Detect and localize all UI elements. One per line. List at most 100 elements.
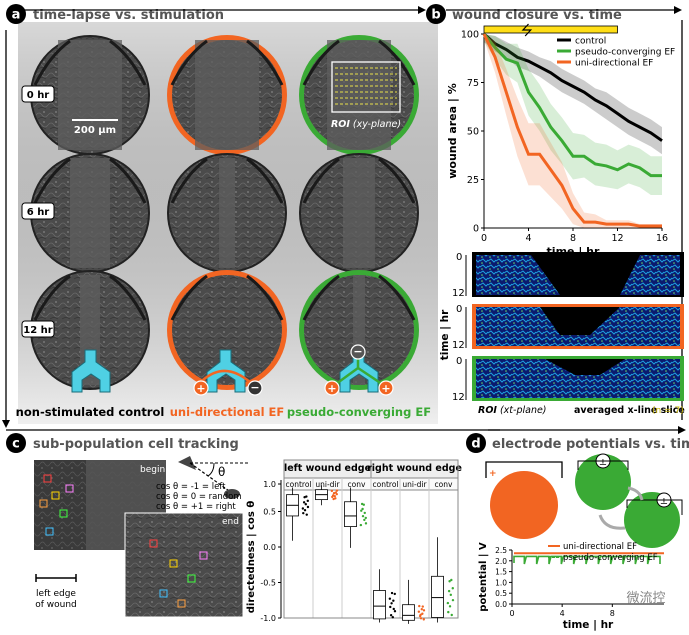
data-point (330, 489, 334, 493)
panel-letter-a-badge (6, 4, 26, 24)
series-line-0 (483, 32, 663, 142)
data-point (302, 511, 305, 515)
y-tick-label: 0.5 (263, 508, 276, 517)
svg-text:±: ± (660, 496, 668, 507)
svg-text:+: + (489, 469, 497, 479)
x-tick-label: 0 (481, 233, 487, 244)
data-point (305, 513, 308, 516)
channel-edge (33, 157, 71, 204)
data-point (364, 516, 367, 520)
data-point (306, 499, 309, 503)
x-tick-label: 8 (610, 609, 615, 618)
data-point (359, 523, 363, 527)
svg-text:begin: begin (140, 465, 165, 475)
data-point (418, 604, 421, 608)
uni-field-disc: + (485, 461, 563, 539)
kymo-avg-label: averaged x-line slice (574, 405, 685, 416)
svg-text:−: − (353, 345, 362, 358)
x-tick-label: 16 (656, 233, 668, 244)
sub-col-label: control (286, 480, 312, 489)
kymo-tick-12-b: 12 (452, 340, 465, 351)
panel-a-title: time-lapse vs. stimulation (33, 8, 224, 23)
data-point (333, 494, 336, 498)
y-tick-label: 100 (461, 30, 479, 41)
x-axis-label: time | hr (563, 619, 614, 631)
legend-label-uni: uni-directional EF (563, 542, 637, 552)
wound-gap (58, 40, 122, 150)
panel-letter-d-badge (466, 433, 486, 453)
y-tick-label: 1.0 (263, 480, 276, 489)
panel-letter-a: a (12, 8, 21, 23)
cos-line-3: cos θ = +1 = right (156, 502, 236, 512)
panel-b: b wound closure vs. time 0 25 50 75 100 0 4 8 12… (426, 4, 685, 420)
svg-text:−: − (250, 381, 259, 394)
kymo-n-label: (n = 7) (652, 406, 684, 416)
data-point (334, 497, 337, 500)
theta-diagram: θ (178, 456, 250, 499)
data-point (451, 587, 454, 590)
channel-edge (302, 39, 340, 86)
data-point (364, 522, 368, 525)
sub-col-label: conv (348, 480, 366, 489)
data-point (301, 507, 305, 510)
x-tick-label: 0 (509, 609, 514, 618)
svg-text:+: + (327, 382, 336, 395)
time-label-6: 6 hr (21, 202, 55, 220)
panel-d: d electrode potentials vs. time + ± ± 0.… (466, 426, 689, 631)
group-right-label: right wound edge (367, 463, 462, 474)
wound-gap (343, 158, 375, 268)
data-point (302, 501, 306, 504)
y-tick-label: -1.0 (260, 614, 276, 623)
kymo-tick-0-c: 0 (456, 356, 462, 367)
condition-label-uni: uni-directional EF (170, 405, 285, 419)
data-point (420, 608, 423, 611)
y-tick-label: 2.0 (495, 557, 507, 566)
series-line-2 (482, 33, 662, 228)
data-point (360, 502, 364, 506)
y-tick-label: 0.0 (495, 600, 507, 609)
device-conv-icon: + + − (324, 344, 394, 396)
x-tick-label: 12 (611, 233, 623, 244)
wound-gap (219, 158, 235, 268)
series-line-1 (482, 33, 662, 178)
kymo-tick-0-b: 0 (456, 304, 462, 315)
data-point (393, 592, 396, 596)
time-label-0: 0 hr (21, 85, 55, 103)
channel-edge (302, 274, 340, 321)
data-point (389, 614, 393, 617)
y-tick-label: 0.5 (495, 589, 507, 598)
channel-edge (33, 274, 71, 321)
data-point (447, 589, 451, 593)
panel-letter-d: d (471, 437, 480, 452)
channel-edge (170, 39, 208, 86)
box-ylabel: directedness | cos θ (246, 501, 257, 614)
channel-edge (33, 39, 71, 86)
data-point (335, 489, 339, 492)
box (431, 575, 444, 618)
cos-line-2: cos θ = 0 = random (156, 492, 242, 502)
left-edge-label-2: of wound (35, 600, 77, 610)
data-point (391, 615, 394, 619)
channel-edge (246, 39, 284, 86)
box (402, 604, 415, 621)
device-uni-icon: + − (193, 349, 263, 396)
svg-text:end: end (222, 517, 239, 527)
data-point (331, 495, 334, 499)
tracking-end-image: end (124, 512, 244, 618)
svg-text:6 hr: 6 hr (27, 207, 50, 218)
svg-text:θ: θ (218, 465, 225, 479)
y-tick-label: 0 (473, 224, 479, 235)
conv-field-disc-1: ± (575, 453, 631, 510)
conv-field-disc-2: ± (624, 492, 683, 548)
data-point (335, 492, 338, 496)
svg-text:12 hr: 12 hr (23, 325, 53, 336)
box-frame (283, 459, 459, 619)
y-tick-label: 25 (467, 175, 479, 186)
data-point (393, 610, 397, 613)
well-cells (172, 275, 282, 385)
y-tick-label: 50 (467, 127, 479, 138)
conv-potential-line (513, 555, 661, 565)
legend-label-0: control (575, 37, 606, 47)
